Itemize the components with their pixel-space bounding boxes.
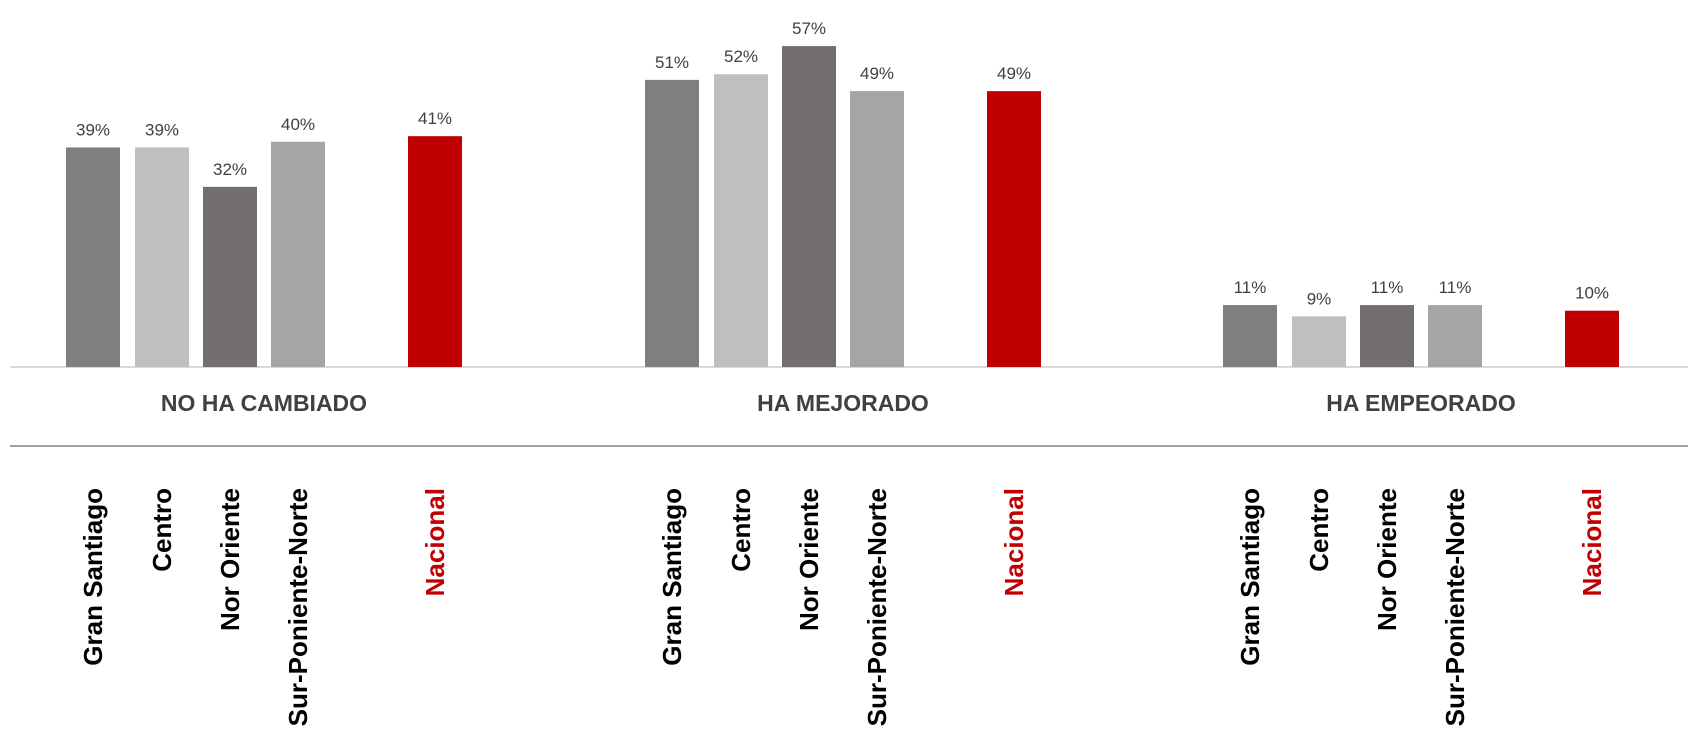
bar-no-ha-cambiado-gran-santiago [66,147,120,367]
category-label-no-ha-cambiado-nor-oriente: Nor Oriente [215,488,245,631]
value-label-no-ha-cambiado-nacional: 41% [418,109,452,128]
category-label-no-ha-cambiado-sur-poniente-norte: Sur-Poniente-Norte [283,488,313,726]
group-labels-layer: NO HA CAMBIADO HA MEJORADO HA EMPEORADO [161,390,1516,416]
category-label-ha-empeorado-sur-poniente-norte: Sur-Poniente-Norte [1440,488,1470,726]
value-label-ha-empeorado-centro: 9% [1307,289,1332,308]
category-label-ha-mejorado-nacional: Nacional [999,488,1029,596]
bar-no-ha-cambiado-nacional [408,136,462,367]
category-label-ha-empeorado-nor-oriente: Nor Oriente [1372,488,1402,631]
category-label-ha-mejorado-centro: Centro [726,488,756,572]
category-label-ha-empeorado-centro: Centro [1304,488,1334,572]
bar-ha-mejorado-gran-santiago [645,79,699,368]
value-label-ha-mejorado-centro: 52% [724,47,758,66]
bar-ha-mejorado-centro [714,74,768,368]
value-labels-layer: 39% 39% 32% 40% 41% 51% 52% 57% 49% 49% 11% 9% 11% 11… [76,19,1609,308]
category-label-no-ha-cambiado-nacional: Nacional [420,488,450,596]
value-label-ha-mejorado-sur-poniente-norte: 49% [860,64,894,83]
bar-ha-mejorado-nor-oriente [782,46,836,368]
value-label-ha-empeorado-nacional: 10% [1575,284,1609,303]
bar-no-ha-cambiado-sur-poniente-norte [271,141,325,367]
bar-ha-empeorado-gran-santiago [1223,305,1277,367]
bar-ha-empeorado-nor-oriente [1360,305,1414,367]
bar-ha-mejorado-sur-poniente-norte [850,91,904,367]
value-label-ha-empeorado-sur-poniente-norte: 11% [1439,278,1472,297]
category-label-no-ha-cambiado-gran-santiago: Gran Santiago [78,488,108,666]
category-label-ha-empeorado-nacional: Nacional [1577,488,1607,596]
value-label-no-ha-cambiado-centro: 39% [145,120,179,139]
category-label-ha-mejorado-gran-santiago: Gran Santiago [657,488,687,666]
value-label-ha-mejorado-nacional: 49% [997,64,1031,83]
category-label-no-ha-cambiado-centro: Centro [147,488,177,572]
value-label-no-ha-cambiado-nor-oriente: 32% [213,160,247,179]
group-label-ha-mejorado: HA MEJORADO [757,390,929,416]
value-label-ha-empeorado-gran-santiago: 11% [1234,278,1267,297]
bar-no-ha-cambiado-centro [135,147,189,367]
category-label-ha-mejorado-sur-poniente-norte: Sur-Poniente-Norte [862,488,892,726]
category-label-ha-mejorado-nor-oriente: Nor Oriente [794,488,824,631]
group-label-no-ha-cambiado: NO HA CAMBIADO [161,390,367,416]
bar-ha-mejorado-nacional [987,91,1041,367]
group-label-ha-empeorado: HA EMPEORADO [1326,390,1516,416]
value-label-ha-mejorado-nor-oriente: 57% [792,19,826,38]
value-label-ha-empeorado-nor-oriente: 11% [1371,278,1404,297]
bar-no-ha-cambiado-nor-oriente [203,186,257,367]
value-label-no-ha-cambiado-gran-santiago: 39% [76,120,110,139]
bar-ha-empeorado-centro [1292,316,1346,367]
category-labels-layer: Gran Santiago Centro Nor Oriente Sur-Ponien… [78,488,1607,726]
bar-ha-empeorado-sur-poniente-norte [1428,305,1482,367]
value-label-ha-mejorado-gran-santiago: 51% [655,53,689,72]
value-label-no-ha-cambiado-sur-poniente-norte: 40% [281,115,315,134]
bar-ha-empeorado-nacional [1565,310,1619,367]
bars-layer [66,46,1619,368]
category-label-ha-empeorado-gran-santiago: Gran Santiago [1235,488,1265,666]
